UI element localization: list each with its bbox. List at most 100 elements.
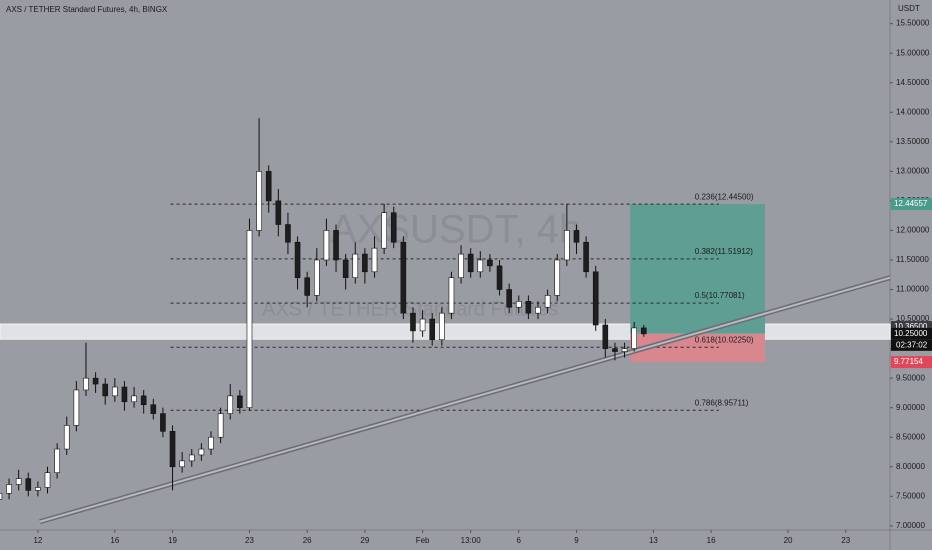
candle-body <box>544 295 551 308</box>
x-tick-label: 6 <box>517 536 522 545</box>
candle-body <box>0 493 3 500</box>
candle-body <box>25 478 32 491</box>
candle-body <box>44 472 51 488</box>
x-tick-label: 26 <box>303 536 312 545</box>
y-tick-label: 8.00000 <box>896 462 925 471</box>
y-tick-label: 14.50000 <box>896 78 930 87</box>
y-tick-label: 7.00000 <box>896 521 925 530</box>
candle-body <box>333 230 339 261</box>
candle-body <box>112 386 118 397</box>
candle-body <box>487 259 493 267</box>
candle-body <box>6 484 12 494</box>
y-tick-label: 14.00000 <box>896 107 930 116</box>
price-tag: 10.36500 <box>894 322 928 331</box>
candle-body <box>477 259 484 273</box>
candle-body <box>419 318 426 332</box>
candle-body <box>448 277 455 314</box>
y-tick-label: 13.50000 <box>896 137 930 146</box>
candle-body <box>275 200 282 225</box>
candle-body <box>592 271 599 326</box>
candle-body <box>429 318 436 341</box>
candle-body <box>400 241 407 314</box>
candle-body <box>265 171 272 202</box>
chart-title: AXS / TETHER Standard Futures, 4h, BINGX <box>6 5 168 14</box>
candle-body <box>621 348 628 352</box>
candle-body <box>564 230 570 261</box>
candle-body <box>246 230 253 408</box>
candle-body <box>371 247 378 273</box>
y-tick-label: 11.00000 <box>896 285 929 294</box>
candle-body <box>237 395 243 408</box>
candle-body <box>15 478 22 485</box>
x-tick-label: 29 <box>360 536 369 545</box>
fib-label: 0.618(10.02250) <box>695 335 754 344</box>
candle-body <box>83 377 89 391</box>
candle-body <box>602 324 609 349</box>
candle-body <box>150 404 157 414</box>
x-tick-label: 12 <box>33 536 42 545</box>
candle-body <box>54 448 60 473</box>
candle-body <box>362 253 368 273</box>
candle-body <box>525 301 532 314</box>
candle-body <box>583 241 589 273</box>
x-tick-label: 13 <box>649 536 658 545</box>
candle-body <box>439 312 445 341</box>
fib-label: 0.786(8.95711) <box>695 398 749 407</box>
stop-tag-bg <box>891 356 932 369</box>
y-tick-label: 7.50000 <box>896 491 925 500</box>
candle-body <box>573 230 580 243</box>
candle-body <box>554 259 561 296</box>
last-price-tag: 10.25000 <box>894 329 928 338</box>
candle-body <box>131 395 137 403</box>
x-tick-label: Feb <box>416 536 430 545</box>
candle-body <box>102 383 109 397</box>
last-price-tag-bg <box>891 327 932 340</box>
candle-body <box>612 348 618 352</box>
y-tick-label: 15.50000 <box>896 19 930 28</box>
candle-body <box>506 289 512 308</box>
fib-label: 0.5(10.77081) <box>695 291 745 300</box>
candle-body <box>352 253 359 279</box>
candle-body <box>179 460 185 468</box>
target-tag: 12.44557 <box>894 199 928 208</box>
fib-label: 0.382(11.51912) <box>695 247 753 256</box>
watermark: AXSUSDT, 4h <box>330 208 581 252</box>
candle-body <box>63 425 70 450</box>
y-tick-label: 13.00000 <box>896 166 930 175</box>
y-tick-label: 15.00000 <box>896 48 930 57</box>
candle-body <box>304 277 310 296</box>
y-tick-label: 12.00000 <box>896 226 930 235</box>
candle-body <box>217 413 224 438</box>
stop-tag: 9.77154 <box>894 357 923 366</box>
candle-body <box>640 327 647 335</box>
x-tick-label: 23 <box>245 536 254 545</box>
y-tick-label: 8.50000 <box>896 432 925 441</box>
y-tick-label: 9.50000 <box>896 373 925 382</box>
y-tick-label: 10.50000 <box>896 314 930 323</box>
candle-body <box>294 241 301 279</box>
watermark-sub: AXS / TETHER Standard Futures <box>262 298 558 320</box>
candle-body <box>160 413 166 432</box>
candle-body <box>410 312 416 332</box>
y-tick-label: 9.00000 <box>896 403 925 412</box>
candle-body <box>169 431 176 468</box>
x-tick-label: 23 <box>841 536 850 545</box>
candle-body <box>381 212 387 249</box>
candle-body <box>285 224 291 243</box>
x-tick-label: 20 <box>784 536 793 545</box>
candle-body <box>121 386 128 403</box>
candle-body <box>92 377 99 385</box>
candle-body <box>342 259 349 279</box>
candle-body <box>390 212 397 243</box>
x-tick-label: 9 <box>574 536 579 545</box>
x-tick-label: 16 <box>110 536 119 545</box>
candle-body <box>515 301 522 308</box>
candle-body <box>323 230 330 261</box>
candle-body <box>535 306 541 314</box>
x-tick-label: 19 <box>168 536 177 545</box>
candle-body <box>631 327 637 349</box>
y-tick-label: 11.50000 <box>896 255 929 264</box>
trendline-inner <box>39 276 891 523</box>
target-tag-bg <box>891 198 932 211</box>
